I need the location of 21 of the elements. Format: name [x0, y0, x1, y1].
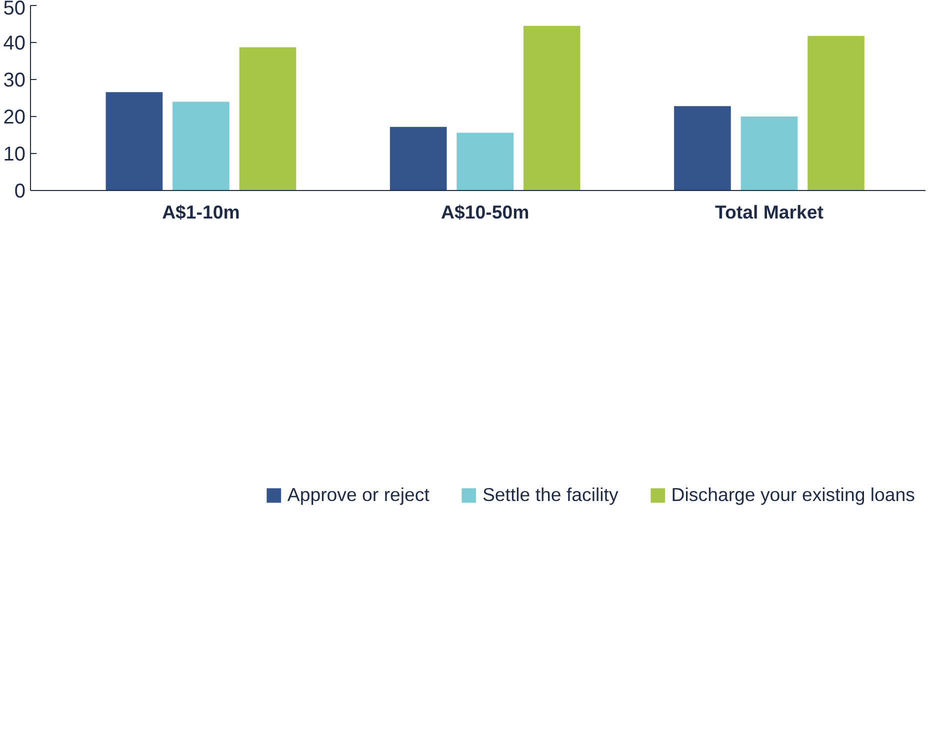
legend-label: Settle the facility — [482, 484, 618, 506]
bar — [106, 92, 163, 190]
x-tick-label: Total Market — [714, 202, 824, 222]
bar — [239, 47, 296, 190]
bar — [740, 116, 798, 190]
y-tick-label: 30 — [3, 70, 26, 92]
y-tick-label: 10 — [3, 144, 26, 166]
bar — [390, 126, 447, 190]
bar — [808, 36, 864, 190]
x-tick-label: A$1-10m — [162, 202, 240, 222]
y-tick-label: 20 — [3, 106, 26, 128]
legend-label: Approve or reject — [287, 484, 430, 506]
bar — [172, 102, 230, 190]
legend-label: Discharge your existing loans — [671, 484, 915, 506]
x-tick-label: A$10-50m — [441, 202, 530, 222]
y-tick-label: 0 — [14, 180, 26, 202]
bar — [523, 26, 580, 190]
bar — [456, 132, 514, 190]
y-tick-label: 50 — [3, 0, 26, 20]
bar — [674, 106, 731, 190]
y-tick-label: 40 — [3, 32, 26, 54]
